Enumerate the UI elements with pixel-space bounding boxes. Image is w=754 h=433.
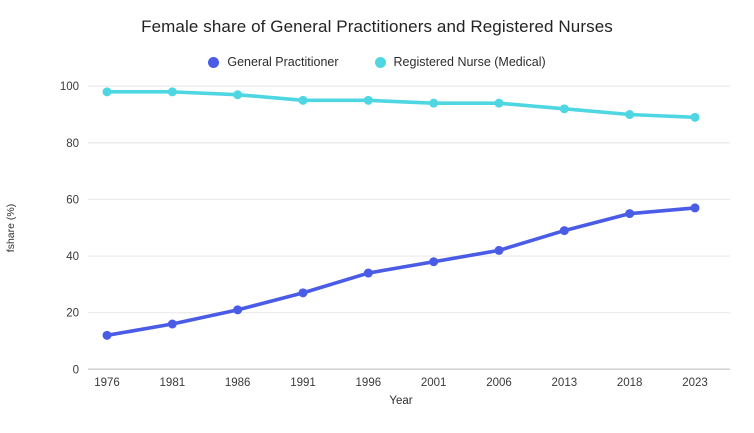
legend-item-registered-nurse-medical[interactable]: Registered Nurse (Medical) (374, 55, 546, 69)
x-axis-title: Year (389, 395, 412, 407)
y-tick-label: 20 (66, 308, 79, 320)
y-tick-label: 40 (66, 251, 79, 263)
data-point-registered-nurse-medical (494, 98, 504, 108)
data-point-registered-nurse-medical (167, 87, 177, 97)
data-point-general-practitioner (363, 268, 373, 278)
x-tick-label: 2001 (421, 377, 447, 389)
data-point-registered-nurse-medical (690, 112, 700, 122)
x-tick-label: 1996 (356, 377, 382, 389)
data-point-general-practitioner (559, 226, 569, 236)
x-tick-label: 1981 (160, 377, 186, 389)
data-point-registered-nurse-medical (233, 90, 243, 100)
data-point-general-practitioner (625, 209, 635, 219)
legend-label: Registered Nurse (Medical) (393, 55, 546, 69)
y-axis-title: fshare (%) (5, 204, 17, 252)
x-tick-label: 1986 (225, 377, 251, 389)
data-point-general-practitioner (167, 319, 177, 329)
data-point-general-practitioner (298, 288, 308, 298)
data-point-registered-nurse-medical (102, 87, 112, 97)
series-line-registered-nurse-medical (105, 90, 697, 120)
data-point-general-practitioner (494, 245, 504, 255)
x-tick-label: 2023 (682, 377, 708, 389)
data-point-general-practitioner (102, 330, 112, 340)
legend-item-general-practitioner[interactable]: General Practitioner (208, 55, 339, 69)
chart-title: Female share of General Practitioners an… (141, 17, 613, 36)
x-tick-label: 1991 (290, 377, 316, 389)
data-point-registered-nurse-medical (559, 104, 569, 114)
y-tick-label: 100 (60, 81, 79, 93)
y-tick-label: 80 (66, 138, 79, 150)
data-point-general-practitioner (690, 203, 700, 213)
y-tick-label: 60 (66, 194, 79, 206)
x-tick-label: 2018 (617, 377, 643, 389)
data-point-general-practitioner (233, 305, 243, 315)
series-line-general-practitioner (105, 206, 697, 338)
legend-dot-icon (208, 56, 220, 68)
legend-dot-icon (374, 56, 386, 68)
y-tick-label: 0 (73, 364, 79, 376)
data-point-registered-nurse-medical (363, 95, 373, 105)
legend: General Practitioner Registered Nurse (Me… (0, 55, 754, 69)
legend-label: General Practitioner (227, 55, 339, 69)
x-tick-label: 2013 (552, 377, 578, 389)
data-point-registered-nurse-medical (429, 98, 439, 108)
data-point-registered-nurse-medical (625, 110, 635, 120)
data-point-general-practitioner (429, 257, 439, 267)
data-point-registered-nurse-medical (298, 95, 308, 105)
x-tick-label: 2006 (486, 377, 512, 389)
x-tick-label: 1976 (94, 377, 120, 389)
